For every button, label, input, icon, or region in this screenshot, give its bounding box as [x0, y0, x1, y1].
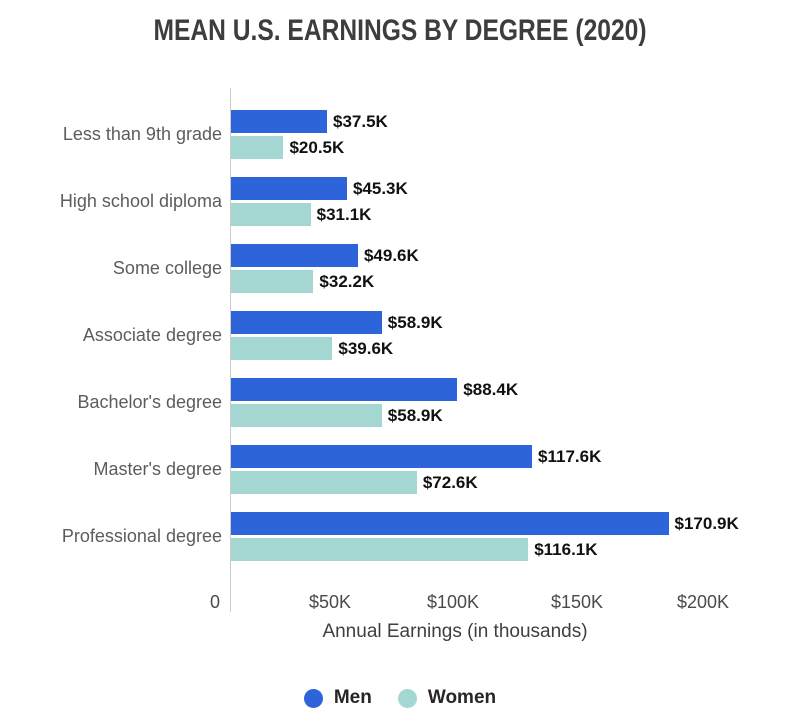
category-label: Master's degree	[93, 458, 223, 479]
chart-title: MEAN U.S. EARNINGS BY DEGREE (2020)	[153, 14, 647, 47]
legend: Men Women	[0, 687, 800, 709]
bar-line: $116.1K	[231, 538, 743, 561]
bar-women	[231, 270, 314, 293]
bar-women	[231, 337, 333, 360]
category-label: High school diploma	[59, 190, 222, 211]
bar-men	[231, 110, 327, 133]
bar-line: $72.6K	[231, 471, 743, 494]
value-label: $116.1K	[534, 539, 598, 559]
bar-line: $39.6K	[231, 337, 743, 360]
category-row: High school diploma $45.3K $31.1K	[0, 168, 800, 235]
bar-group: $170.9K $116.1K	[231, 512, 743, 561]
bar-men	[231, 512, 669, 535]
bar-women	[231, 404, 382, 427]
x-tick: 0	[209, 592, 221, 612]
bar-group: $49.6K $32.2K	[231, 244, 743, 293]
category-label: Associate degree	[82, 324, 222, 345]
bar-line: $170.9K	[231, 512, 743, 535]
value-label: $20.5K	[289, 137, 345, 157]
legend-swatch-men	[303, 688, 323, 708]
x-tick: $200K	[676, 592, 730, 612]
bar-line: $88.4K	[231, 378, 743, 401]
x-axis-title: Annual Earnings (in thousands)	[322, 621, 588, 642]
bar-group: $45.3K $31.1K	[231, 177, 743, 226]
category-row: Professional degree $170.9K $116.1K	[0, 503, 800, 570]
bar-line: $37.5K	[231, 110, 743, 133]
bar-women	[231, 471, 417, 494]
bar-line: $117.6K	[231, 445, 743, 468]
bar-line: $58.9K	[231, 311, 743, 334]
category-row: Less than 9th grade $37.5K $20.5K	[0, 101, 800, 168]
bar-line: $32.2K	[231, 270, 743, 293]
category-label: Some college	[112, 257, 222, 278]
value-label: $39.6K	[338, 338, 394, 358]
bar-women	[231, 538, 529, 561]
category-label: Bachelor's degree	[77, 391, 222, 412]
x-tick: $50K	[308, 592, 352, 612]
legend-item-men: Men	[303, 687, 372, 709]
value-label: $58.9K	[387, 312, 443, 332]
plot-rows: Less than 9th grade $37.5K $20.5K High scho…	[0, 101, 800, 570]
bar-men	[231, 244, 358, 267]
bar-women	[231, 203, 311, 226]
x-tick: $150K	[550, 592, 604, 612]
category-row: Master's degree $117.6K $72.6K	[0, 436, 800, 503]
legend-swatch-women	[397, 688, 417, 708]
category-label: Professional degree	[61, 525, 222, 546]
bar-group: $37.5K $20.5K	[231, 110, 743, 159]
value-label: $117.6K	[538, 446, 602, 466]
legend-item-women: Women	[397, 687, 497, 709]
category-row: Bachelor's degree $88.4K $58.9K	[0, 369, 800, 436]
x-tick: $100K	[426, 592, 480, 612]
bar-line: $45.3K	[231, 177, 743, 200]
value-label: $45.3K	[352, 178, 408, 198]
bar-line: $31.1K	[231, 203, 743, 226]
x-axis-ticks: 0 $50K $100K $150K $200K	[0, 592, 800, 614]
value-label: $32.2K	[319, 271, 375, 291]
category-label: Less than 9th grade	[62, 123, 222, 144]
legend-label: Women	[427, 687, 497, 708]
value-label: $58.9K	[387, 405, 443, 425]
bar-group: $58.9K $39.6K	[231, 311, 743, 360]
value-label: $88.4K	[463, 379, 519, 399]
bar-group: $88.4K $58.9K	[231, 378, 743, 427]
bar-men	[231, 311, 382, 334]
bar-line: $20.5K	[231, 136, 743, 159]
value-label: $72.6K	[422, 472, 478, 492]
y-axis-line	[230, 88, 231, 612]
legend-label: Men	[333, 687, 372, 708]
bar-women	[231, 136, 284, 159]
bar-men	[231, 177, 347, 200]
value-label: $37.5K	[333, 111, 388, 131]
bar-men	[231, 378, 458, 401]
bar-group: $117.6K $72.6K	[231, 445, 743, 494]
value-label: $49.6K	[363, 245, 419, 265]
category-row: Associate degree $58.9K $39.6K	[0, 302, 800, 369]
category-row: Some college $49.6K $32.2K	[0, 235, 800, 302]
bar-line: $58.9K	[231, 404, 743, 427]
value-label: $170.9K	[674, 513, 739, 533]
bar-men	[231, 445, 533, 468]
bar-line: $49.6K	[231, 244, 743, 267]
value-label: $31.1K	[316, 204, 372, 224]
